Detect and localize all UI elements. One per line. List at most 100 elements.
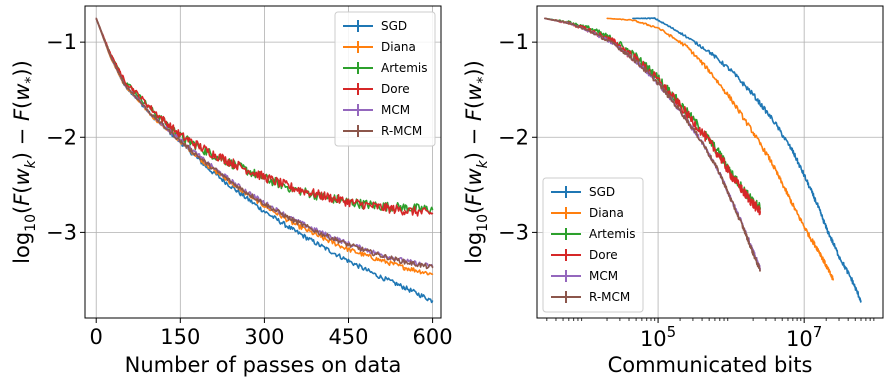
series-line-diana	[607, 17, 834, 281]
data-point-r-mcm	[179, 140, 181, 142]
legend-item: MCM	[343, 103, 410, 117]
data-point-r-mcm	[719, 172, 721, 174]
data-point-r-mcm	[590, 31, 592, 33]
data-point-dore	[759, 210, 761, 213]
data-point-diana	[770, 160, 772, 162]
data-point-r-mcm	[151, 114, 153, 116]
legend-label: R-MCM	[381, 124, 422, 138]
legend-label: MCM	[381, 103, 410, 117]
data-point-sgd	[235, 189, 237, 192]
legend-box	[542, 177, 644, 313]
x-axis-label: Communicated bits	[608, 353, 813, 377]
data-point-sgd	[319, 245, 322, 247]
data-point-diana	[347, 248, 350, 251]
data-point-dore	[235, 164, 237, 166]
legend-item: R-MCM	[551, 290, 630, 304]
data-point-diana	[784, 189, 786, 191]
data-point-sgd	[708, 51, 710, 53]
data-point-r-mcm	[544, 17, 546, 19]
data-point-r-mcm	[109, 54, 111, 57]
data-point-dore	[657, 79, 659, 81]
data-point-sgd	[404, 287, 406, 289]
series-line-r-mcm	[95, 18, 434, 270]
data-point-r-mcm	[375, 253, 378, 255]
data-point-r-mcm	[701, 141, 703, 143]
data-point-diana	[686, 46, 688, 48]
legend: SGD Diana Artemis Dore MCM R-MCM	[334, 11, 436, 147]
legend-label: Dore	[381, 82, 410, 96]
data-point-sgd	[752, 93, 754, 96]
data-point-diana	[818, 250, 820, 252]
data-point-diana	[432, 273, 434, 275]
data-point-dore	[207, 150, 209, 153]
data-point-sgd	[263, 210, 265, 213]
data-point-diana	[832, 279, 834, 281]
legend-item: SGD	[343, 19, 407, 33]
data-point-sgd	[632, 17, 634, 19]
legend-label: Artemis	[589, 227, 636, 241]
data-point-dore	[743, 191, 745, 193]
legend-item: Diana	[551, 206, 624, 220]
y-tick-label: −3	[46, 220, 77, 244]
data-point-diana	[708, 70, 710, 72]
data-point-dore	[432, 212, 434, 214]
y-tick-label: −1	[498, 30, 529, 54]
data-point-r-mcm	[730, 199, 732, 201]
data-point-r-mcm	[743, 228, 745, 231]
x-tick-label: 600	[413, 325, 453, 349]
data-point-dore	[291, 187, 293, 189]
data-point-dore	[179, 134, 181, 136]
data-point-diana	[404, 267, 406, 269]
data-point-r-mcm	[759, 269, 761, 271]
data-point-sgd	[347, 260, 350, 262]
legend-label: SGD	[381, 19, 407, 33]
data-point-r-mcm	[657, 82, 659, 84]
data-point-diana	[632, 19, 634, 21]
data-point-dore	[679, 105, 681, 107]
data-point-r-mcm	[95, 17, 97, 19]
x-tick-label: 107	[786, 323, 822, 351]
legend-label: Artemis	[381, 61, 428, 75]
data-point-sgd	[375, 274, 378, 276]
data-point-r-mcm	[613, 43, 615, 45]
data-point-sgd	[816, 203, 818, 205]
data-point-r-mcm	[568, 22, 570, 24]
legend-label: Diana	[589, 206, 624, 220]
data-point-dore	[123, 79, 125, 81]
data-point-sgd	[825, 227, 827, 229]
y-axis-label: log10(F(wk) − F(w*))	[10, 60, 39, 264]
data-point-sgd	[679, 31, 681, 34]
data-point-artemis	[432, 209, 434, 211]
legend-item: Artemis	[551, 227, 636, 241]
data-point-sgd	[803, 174, 805, 176]
data-point-dore	[151, 109, 153, 111]
data-point-r-mcm	[635, 60, 637, 62]
data-point-sgd	[432, 300, 434, 302]
series-line-dore	[95, 18, 433, 217]
data-point-dore	[319, 194, 322, 196]
series-line-artemis	[95, 18, 434, 214]
data-point-dore	[375, 206, 378, 208]
series-line-sgd	[632, 17, 862, 303]
data-point-sgd	[851, 279, 853, 281]
chart-panel-1: 0 150 300 450 600 −1 −2 −3 Number of passes on d…	[10, 5, 453, 377]
data-point-dore	[263, 176, 265, 178]
data-point-sgd	[654, 17, 656, 19]
data-point-sgd	[838, 255, 840, 257]
data-point-sgd	[792, 150, 794, 153]
data-point-r-mcm	[432, 267, 434, 269]
x-tick-label: 0	[90, 325, 103, 349]
y-tick-label: −2	[46, 125, 77, 149]
data-point-diana	[319, 236, 322, 238]
data-point-dore	[701, 131, 703, 134]
data-point-diana	[825, 265, 827, 267]
legend-item: Dore	[343, 82, 410, 96]
data-point-dore	[752, 203, 754, 205]
legend: SGD Diana Artemis Dore MCM R-MCM	[542, 177, 644, 313]
legend-label: SGD	[589, 185, 615, 199]
data-point-r-mcm	[404, 261, 406, 263]
legend-item: Dore	[551, 248, 618, 262]
legend-item: Artemis	[343, 61, 428, 75]
